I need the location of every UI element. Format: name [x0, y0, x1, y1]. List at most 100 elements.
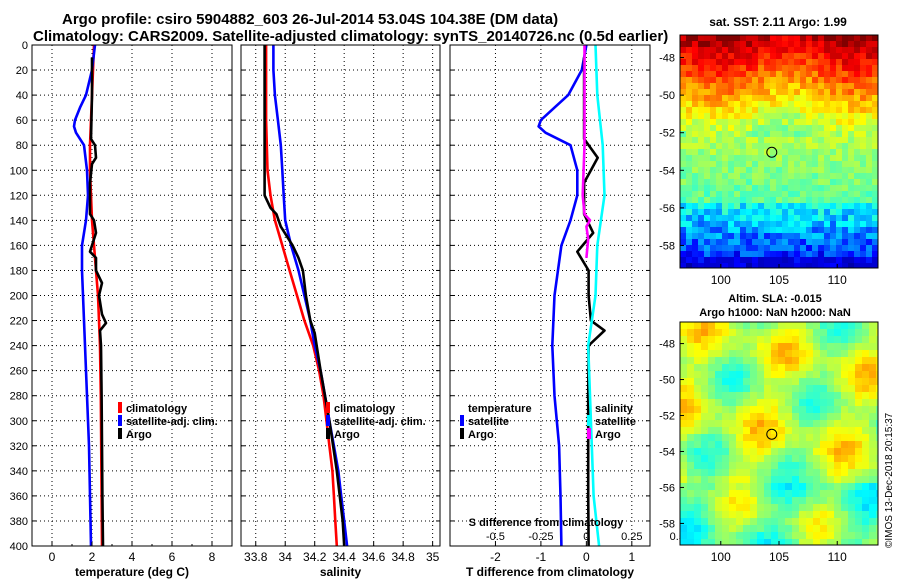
- sst_map-cell: [728, 239, 735, 246]
- sla_map-cell: [785, 336, 793, 344]
- sst_map-cell: [710, 83, 717, 90]
- sst_map-cell: [704, 77, 711, 84]
- sst_map-cell: [698, 53, 705, 60]
- sst_map-cell: [812, 215, 819, 222]
- sla_map-cell: [757, 525, 765, 533]
- sst_map-cell: [776, 233, 783, 240]
- sst_map-cell: [794, 197, 801, 204]
- sla_map-cell: [862, 392, 870, 400]
- sla_map-cell: [834, 413, 842, 421]
- sla_map-cell: [827, 406, 835, 414]
- sst_map-cell: [860, 239, 867, 246]
- sla_map-cell: [778, 539, 786, 545]
- sst_map-cell: [680, 143, 687, 150]
- sst_map-cell: [806, 89, 813, 96]
- sla_map-cell: [792, 490, 800, 498]
- sst_map-image: [680, 35, 878, 268]
- sla_map-cell: [722, 420, 730, 428]
- sla_map-cell: [855, 441, 863, 449]
- sla_map-cell: [743, 490, 751, 498]
- sst_map-cell: [872, 161, 878, 168]
- sla_map-cell: [694, 497, 702, 505]
- sla_map-cell: [806, 525, 814, 533]
- sst_map-cell: [842, 101, 849, 108]
- sst_map-cell: [710, 185, 717, 192]
- sla_map-cell: [743, 350, 751, 358]
- sla_map-cell: [771, 399, 779, 407]
- sst_map-cell: [680, 179, 687, 186]
- sst_map-cell: [716, 35, 723, 42]
- sst_map-cell: [848, 107, 855, 114]
- sst_map-cell: [818, 233, 825, 240]
- sla_map-cell: [862, 350, 870, 358]
- sst_map-cell: [872, 107, 878, 114]
- sst_map-cell: [866, 209, 873, 216]
- sst_map-cell: [830, 65, 837, 72]
- sst_map-cell: [704, 245, 711, 252]
- sla_map-cell: [736, 371, 744, 379]
- s-difference-tick-label: -0.5: [486, 531, 505, 543]
- sst_map-cell: [752, 209, 759, 216]
- sla_map-cell: [820, 350, 828, 358]
- sla_map-cell: [834, 378, 842, 386]
- sla_map-cell: [715, 504, 723, 512]
- sst_map-cell: [854, 161, 861, 168]
- sla_map-cell: [876, 441, 878, 449]
- sst_map-cell: [698, 161, 705, 168]
- sst_map-cell: [722, 77, 729, 84]
- sst_map-cell: [830, 95, 837, 102]
- sst_map-cell: [824, 71, 831, 78]
- sst_map-cell: [866, 173, 873, 180]
- sst_map-cell: [692, 221, 699, 228]
- sst_map-cell: [830, 245, 837, 252]
- sla_map-cell: [729, 504, 737, 512]
- sst_map-cell: [824, 89, 831, 96]
- sst_map-cell: [770, 41, 777, 48]
- sst_map-cell: [728, 179, 735, 186]
- sla_map-cell: [708, 343, 716, 351]
- sst_map-cell: [782, 101, 789, 108]
- sst_map-cell: [854, 197, 861, 204]
- sst_map-cell: [776, 167, 783, 174]
- sla_map-cell: [722, 497, 730, 505]
- sla_map-cell: [701, 504, 709, 512]
- sla_map-cell: [729, 532, 737, 540]
- title-line-1: Argo profile: csiro 5904882_603 26-Jul-2…: [62, 11, 559, 28]
- sst_map-cell: [830, 197, 837, 204]
- sla_map-cell: [764, 532, 772, 540]
- sst_map-cell: [770, 95, 777, 102]
- sst_map-cell: [752, 95, 759, 102]
- sst_map-cell: [776, 239, 783, 246]
- sst_map-cell: [866, 53, 873, 60]
- sst_map-cell: [728, 59, 735, 66]
- sla_map-cell: [701, 371, 709, 379]
- sst_map-cell: [854, 113, 861, 120]
- sst_map-cell: [854, 137, 861, 144]
- sst_map-cell: [752, 35, 759, 42]
- sst_map-cell: [800, 131, 807, 138]
- sla_map-cell: [792, 497, 800, 505]
- sst_map-cell: [770, 245, 777, 252]
- sst_map-cell: [812, 59, 819, 66]
- sst_map-cell: [860, 245, 867, 252]
- sla_map-cell: [876, 504, 878, 512]
- sst_map-cell: [806, 227, 813, 234]
- sla_map-cell: [834, 462, 842, 470]
- sla_map-cell: [736, 455, 744, 463]
- sst_map-cell: [824, 227, 831, 234]
- sla_map-cell: [771, 497, 779, 505]
- sla_map-cell: [743, 392, 751, 400]
- sst_map-cell: [680, 245, 687, 252]
- sst_map-cell: [782, 221, 789, 228]
- sla_map-cell: [841, 427, 849, 435]
- sla_map-cell: [820, 504, 828, 512]
- sla_map-cell: [771, 364, 779, 372]
- sla_map-cell: [869, 441, 877, 449]
- sst_map-cell: [704, 53, 711, 60]
- sst_map-cell: [686, 59, 693, 66]
- sla_map-cell: [771, 385, 779, 393]
- sla_map-cell: [799, 497, 807, 505]
- sst_map-cell: [830, 89, 837, 96]
- sst_map-cell: [854, 143, 861, 150]
- sst_map-cell: [788, 125, 795, 132]
